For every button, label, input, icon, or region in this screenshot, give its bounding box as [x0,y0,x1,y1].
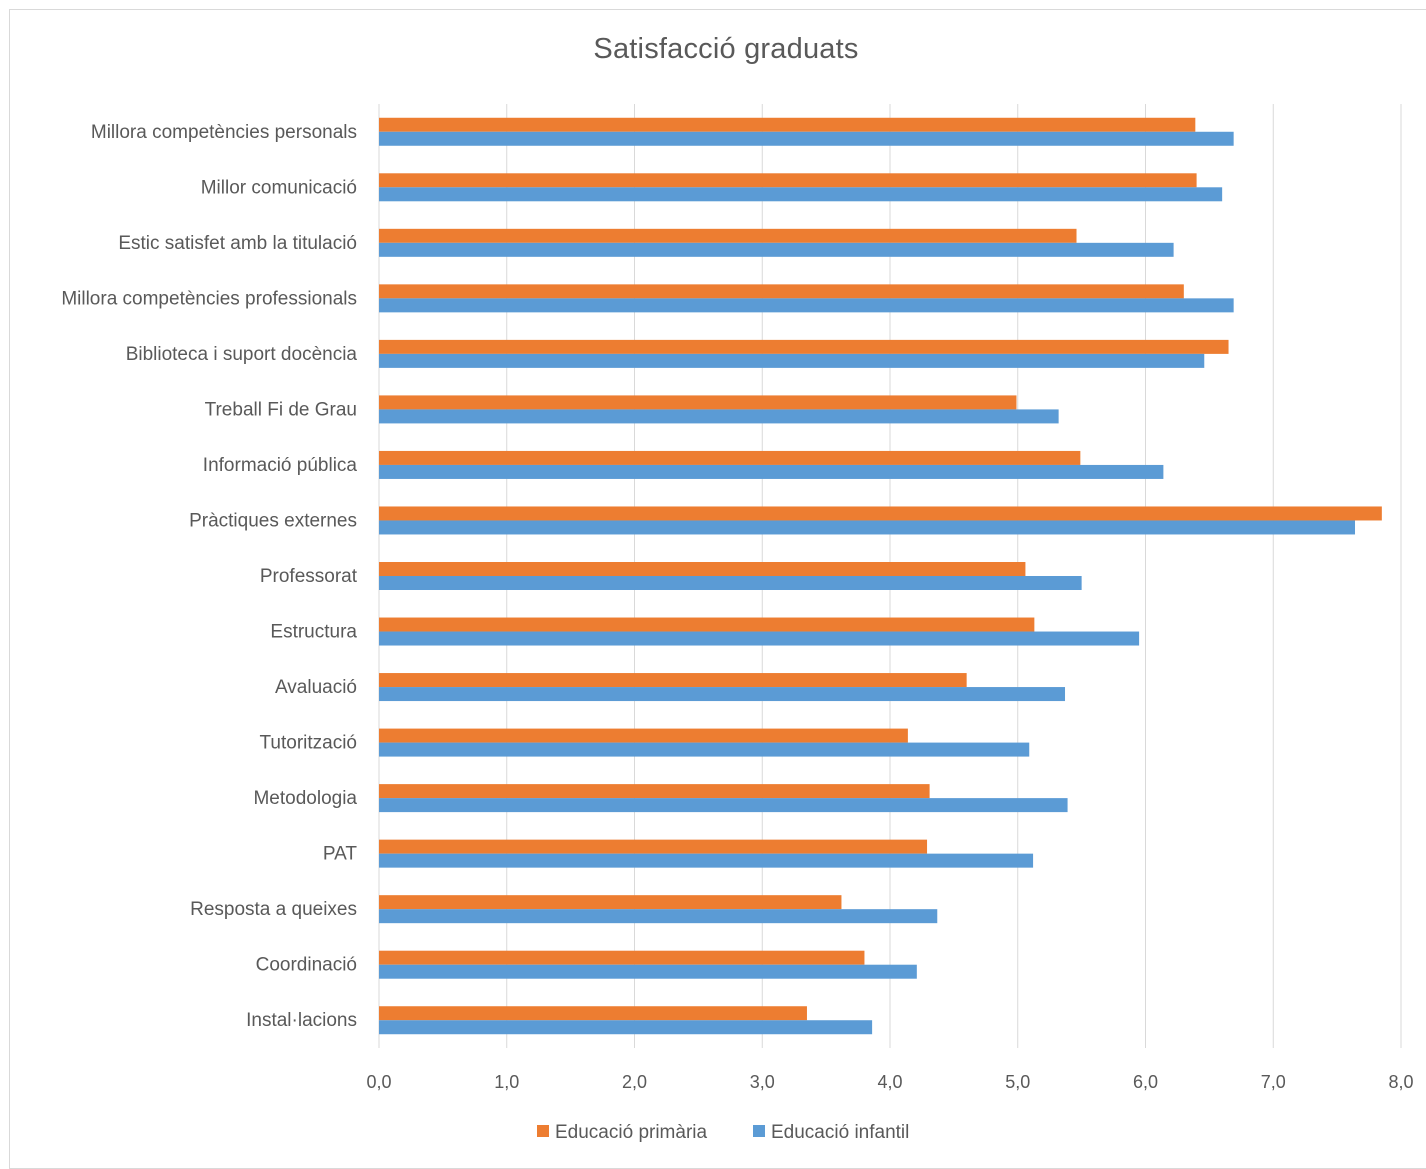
category-label: Avaluació [275,677,357,698]
bar-infantil [379,187,1223,202]
x-tick-label: 7,0 [1261,1072,1286,1092]
category-label: Informació pública [203,455,358,476]
bar-infantil [379,242,1174,257]
category-label: Tutorització [260,733,358,754]
category-label: Millor comunicació [201,177,357,198]
x-tick-label: 5,0 [1005,1072,1030,1092]
bar-primaria [379,228,1077,243]
category-label: Pràctiques externes [189,510,357,531]
bar-infantil [379,131,1234,146]
bar-primaria [379,673,967,688]
bar-primaria [379,173,1197,188]
bars [379,117,1382,1035]
bar-primaria [379,395,1017,410]
bar-infantil [379,687,1066,702]
category-label: Resposta a queixes [190,899,357,920]
bar-infantil [379,464,1164,479]
category-label: Millora competències professionals [61,288,357,309]
x-tick-label: 4,0 [877,1072,902,1092]
x-tick-label: 6,0 [1133,1072,1158,1092]
bar-infantil [379,742,1030,757]
bar-primaria [379,617,1035,632]
legend-label: Educació infantil [771,1122,909,1143]
bar-primaria [379,117,1196,132]
x-tick-label: 1,0 [494,1072,519,1092]
x-tick-label: 2,0 [622,1072,647,1092]
bar-primaria [379,895,842,910]
bar-infantil [379,409,1059,424]
bar-infantil [379,853,1034,868]
category-label: Millora competències personals [91,122,357,143]
category-label: Coordinació [256,955,357,976]
x-tick-label: 8,0 [1388,1072,1413,1092]
legend-swatch [537,1125,549,1137]
bar-primaria [379,284,1184,299]
bar-primaria [379,339,1229,354]
bar-primaria [379,1006,807,1021]
category-label: Metodologia [253,788,357,809]
bar-primaria [379,839,928,854]
category-label: Estic satisfet amb la titulació [118,233,357,254]
category-label: PAT [323,844,358,865]
category-label: Biblioteca i suport docència [126,344,358,365]
bar-infantil [379,964,917,979]
bar-primaria [379,728,908,743]
x-tick-label: 3,0 [750,1072,775,1092]
bar-infantil [379,909,938,924]
bar-infantil [379,631,1140,646]
category-labels: Millora competències personals Millor com… [61,122,357,1031]
bar-infantil [379,1020,873,1035]
category-label: Instal·lacions [246,1010,357,1031]
x-tick-label: 0,0 [366,1072,391,1092]
bar-primaria [379,562,1026,576]
bar-primaria [379,784,930,799]
bar-infantil [379,520,1356,535]
category-label: Treball Fi de Grau [205,399,357,420]
legend: Educació primària Educació infantil [537,1122,909,1143]
chart-title: Satisfacció graduats [593,33,859,65]
bar-infantil [379,353,1205,368]
x-axis-tick-labels: 0,0 1,0 2,0 3,0 4,0 5,0 6,0 7,0 8,0 [366,1072,1413,1092]
bar-primaria [379,950,865,965]
bar-infantil [379,298,1234,313]
bar-primaria [379,506,1382,521]
bar-primaria [379,450,1081,465]
legend-swatch [753,1125,765,1137]
bar-infantil [379,798,1068,813]
category-label: Professorat [260,566,358,587]
category-label: Estructura [270,622,357,643]
legend-label: Educació primària [555,1122,707,1143]
bar-infantil [379,576,1082,590]
